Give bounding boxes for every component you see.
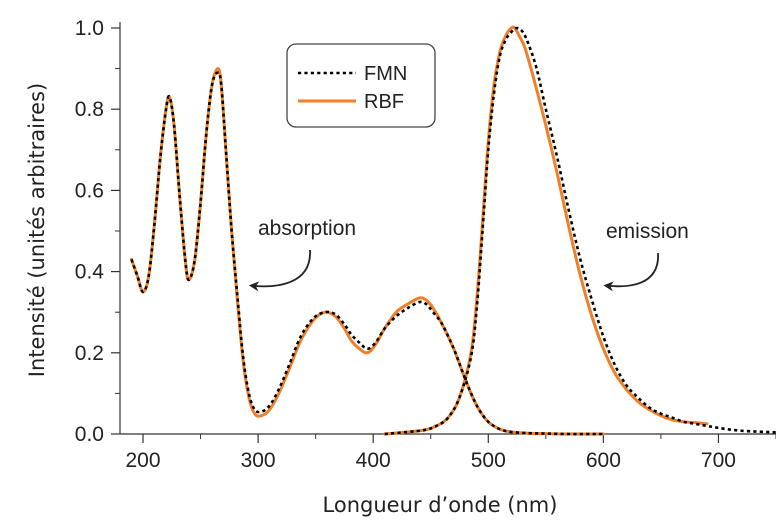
- x-tick-label: 400: [356, 449, 391, 472]
- x-axis-title: Longueur d’onde (nm): [323, 493, 558, 517]
- x-tick-label: 300: [241, 449, 276, 472]
- y-tick-label: 0.2: [75, 342, 104, 365]
- annotation-arrow: [248, 249, 311, 292]
- legend-label-fmn: FMN: [364, 63, 407, 85]
- annotation-absorption: absorption: [258, 217, 356, 240]
- x-tick-label: 600: [586, 449, 621, 472]
- series-line-fmn-emission: [384, 26, 776, 436]
- legend-label-rbf: RBF: [364, 91, 404, 113]
- annotation-arrow: [603, 252, 659, 292]
- legend-box: [286, 43, 436, 128]
- y-tick-label: 1.0: [75, 17, 104, 40]
- legend: FMN RBF: [286, 43, 436, 128]
- y-tick-label: 0.8: [75, 98, 104, 121]
- y-tick-label: 0.6: [75, 179, 104, 202]
- y-tick-label: 0.0: [75, 423, 104, 446]
- x-tick-label: 200: [125, 449, 160, 472]
- y-tick-label: 0.4: [75, 261, 105, 284]
- annotations: absorption emission: [248, 217, 689, 292]
- series-line-fmn-absorption: [130, 71, 604, 436]
- x-tick-label: 500: [471, 449, 506, 472]
- axes: 0.0 0.2 0.4 0.6 0.8 1.0 200 300 400 500 600 700: [75, 17, 776, 472]
- x-tick-label: 700: [701, 449, 736, 472]
- y-axis-title: Intensité (unités arbitraires): [25, 83, 49, 377]
- series-layer: [130, 25, 776, 436]
- annotation-emission: emission: [606, 220, 689, 243]
